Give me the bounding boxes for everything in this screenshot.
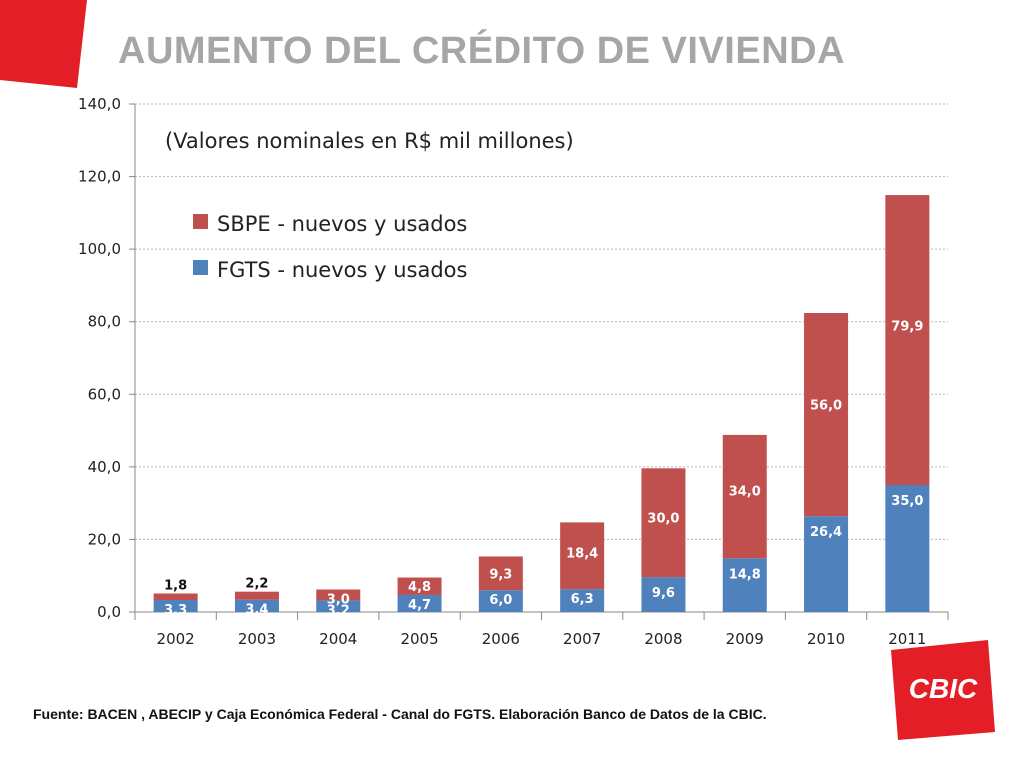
data-label-fgts-2003: 3,4 — [245, 603, 268, 618]
data-label-sbpe-2003: 2,2 — [245, 577, 268, 592]
y-tick-label: 120,0 — [78, 168, 121, 186]
data-labels: 3,3 1,8 3,4 2,2 3,23,0 4,7 4,8 6,0 9,3 6,3 18,4 9,6… — [164, 320, 923, 619]
x-tick-label: 2002 — [157, 630, 195, 648]
y-tick-label: 140,0 — [78, 95, 121, 113]
x-tick-label: 2007 — [563, 630, 601, 648]
data-label-sbpe-2002: 1,8 — [164, 578, 187, 593]
data-label-fgts-2002: 3,3 — [164, 603, 187, 618]
y-tick-label: 60,0 — [88, 385, 121, 403]
x-tick-label: 2008 — [644, 630, 682, 648]
y-tick-label: 40,0 — [88, 458, 121, 476]
y-tick-label: 100,0 — [78, 240, 121, 258]
bar-fgts-2003 — [234, 599, 279, 612]
data-label-fgts-2011: 35,0 — [891, 494, 923, 509]
bar-sbpe-2010 — [804, 313, 849, 517]
data-label-fgts-2009: 14,8 — [729, 567, 761, 582]
bar-fgts-2006 — [478, 590, 523, 612]
bar-sbpe-2006 — [478, 556, 523, 591]
red-corner-shape — [0, 0, 87, 88]
legend-label-fgts: FGTS - nuevos y usados — [217, 258, 467, 282]
x-tick-label: 2011 — [888, 630, 926, 648]
y-tick-label: 80,0 — [88, 313, 121, 331]
data-label-sbpe-2006: 9,3 — [489, 567, 512, 582]
bar-sbpe-2011 — [885, 195, 930, 485]
x-tick-label: 2003 — [238, 630, 276, 648]
bar-sbpe-2003 — [234, 591, 279, 600]
cbic-logo: CBIC — [891, 640, 995, 740]
x-tick-label: 2009 — [726, 630, 764, 648]
data-label-fgts-2005: 4,7 — [408, 598, 431, 613]
bar-fgts-2004 — [316, 600, 361, 612]
data-label-sbpe-2011: 79,9 — [891, 320, 923, 335]
legend: SBPE - nuevos y usados FGTS - nuevos y u… — [193, 212, 467, 282]
logo-text: CBIC — [909, 673, 978, 704]
bar-sbpe-2008 — [641, 468, 686, 578]
source-note: Fuente: BACEN , ABECIP y Caja Económica … — [33, 706, 767, 722]
bar-fgts-2009 — [722, 558, 767, 612]
data-label-sbpe-2005: 4,8 — [408, 580, 431, 595]
legend-swatch-sbpe — [193, 214, 208, 229]
chart-subtitle: (Valores nominales en R$ mil millones) — [165, 129, 574, 153]
legend-swatch-fgts — [193, 260, 208, 275]
bar-sbpe-2009 — [722, 434, 767, 559]
legend-label-sbpe: SBPE - nuevos y usados — [217, 212, 467, 236]
x-tick-label: 2006 — [482, 630, 520, 648]
data-label-fgts-2007: 6,3 — [571, 592, 594, 607]
data-label-fgts-2004: 3,2 — [327, 603, 350, 618]
bar-fgts-2005 — [397, 594, 442, 612]
page-title: AUMENTO DEL CRÉDITO DE VIVIENDA — [118, 30, 846, 72]
bar-fgts-2002 — [153, 600, 198, 612]
data-label-fgts-2008: 9,6 — [652, 586, 675, 601]
bar-sbpe-2005 — [397, 577, 442, 595]
bar-sbpe-2002 — [153, 593, 198, 601]
data-label-sbpe-2009: 34,0 — [729, 484, 761, 499]
data-label-sbpe-2010: 56,0 — [810, 398, 842, 413]
y-tick-label: 0,0 — [97, 603, 121, 621]
x-tick-label: 2010 — [807, 630, 845, 648]
data-label-sbpe-2004: 3,0 — [327, 593, 350, 608]
data-label-fgts-2010: 26,4 — [810, 525, 842, 540]
bars — [153, 195, 930, 612]
bar-fgts-2011 — [885, 485, 930, 612]
data-label-sbpe-2008: 30,0 — [647, 511, 679, 526]
bar-sbpe-2004 — [316, 589, 361, 601]
bar-fgts-2010 — [804, 516, 849, 612]
y-tick-label: 20,0 — [88, 530, 121, 548]
bar-fgts-2007 — [560, 589, 605, 612]
x-tick-label: 2005 — [400, 630, 438, 648]
data-label-fgts-2006: 6,0 — [489, 593, 512, 608]
bar-sbpe-2007 — [560, 522, 605, 590]
stacked-bar-chart: 0,0 20,0 40,0 60,0 80,0 100,0 120,0 140,0 2002 20… — [78, 95, 949, 648]
data-label-sbpe-2007: 18,4 — [566, 546, 598, 561]
bar-fgts-2008 — [641, 577, 686, 612]
x-tick-label: 2004 — [319, 630, 357, 648]
